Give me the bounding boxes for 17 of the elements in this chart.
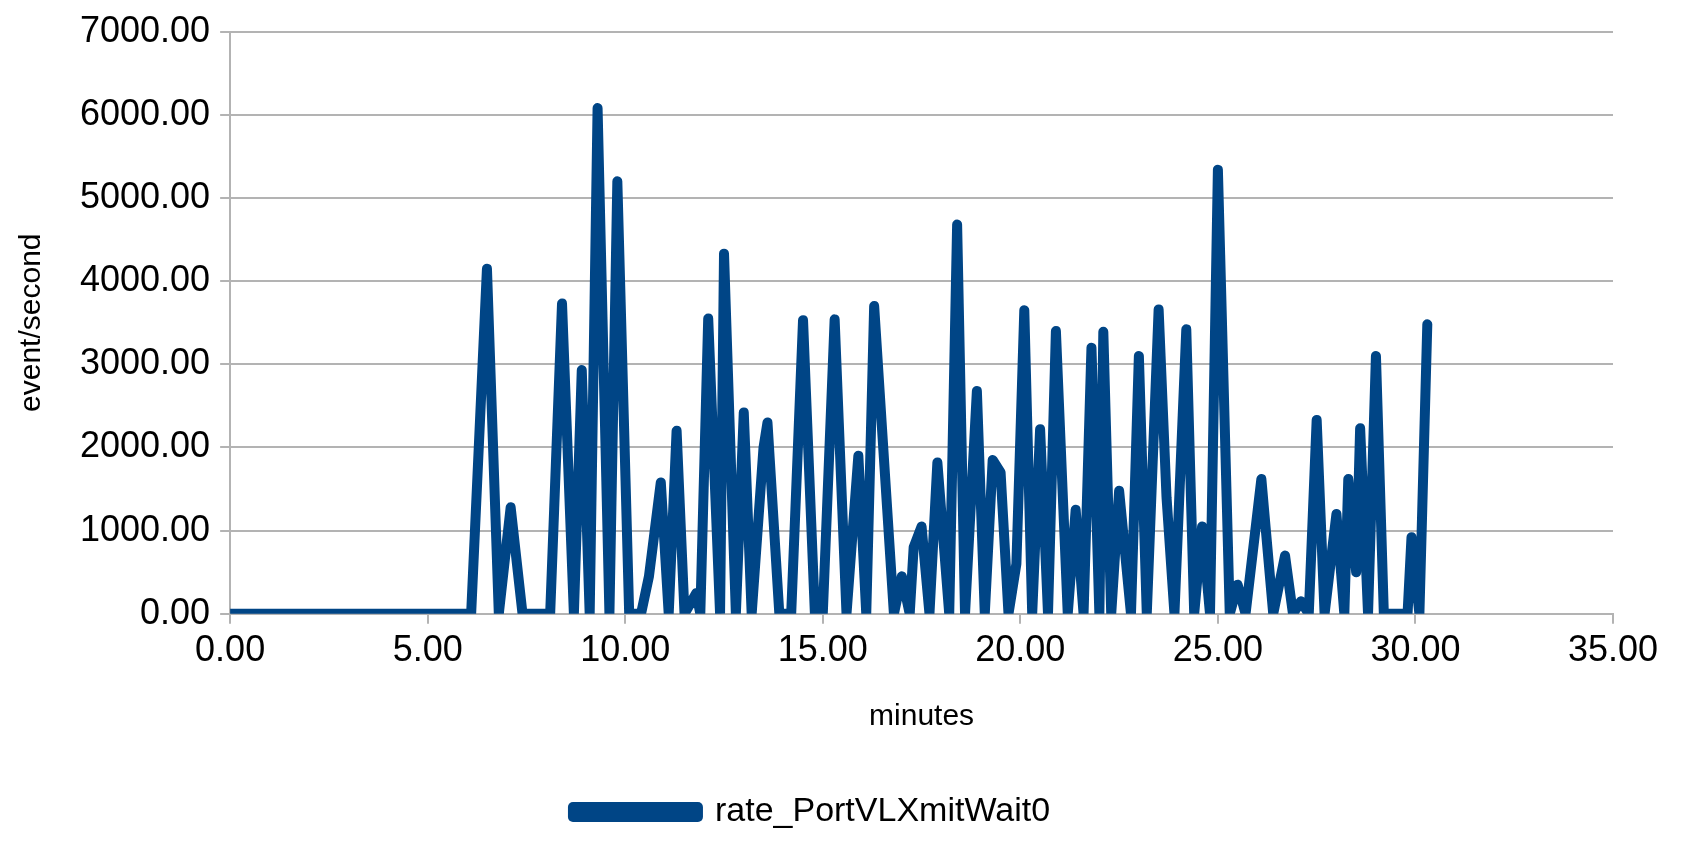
x-tick-label: 35.00 [1567,628,1659,670]
y-tick-label: 2000.00 [79,424,211,466]
y-tick-label: 3000.00 [79,341,211,383]
legend-label: rate_PortVLXmitWait0 [714,790,1051,829]
y-tick-label: 1000.00 [79,507,211,549]
y-axis-title: event/second [13,233,47,412]
x-tick-label: 25.00 [1172,628,1263,670]
x-tick-label: 5.00 [392,628,463,670]
x-tick-label: 30.00 [1370,628,1461,670]
x-tick-label: 10.00 [580,628,671,670]
x-tick-label: 20.00 [975,628,1066,670]
y-tick-label: 5000.00 [79,174,211,216]
y-tick-label: 4000.00 [79,258,211,300]
y-tick-label: 7000.00 [79,8,211,50]
y-tick-label: 6000.00 [79,91,211,133]
x-axis-title: minutes [869,698,975,732]
x-tick-label: 15.00 [777,628,868,670]
